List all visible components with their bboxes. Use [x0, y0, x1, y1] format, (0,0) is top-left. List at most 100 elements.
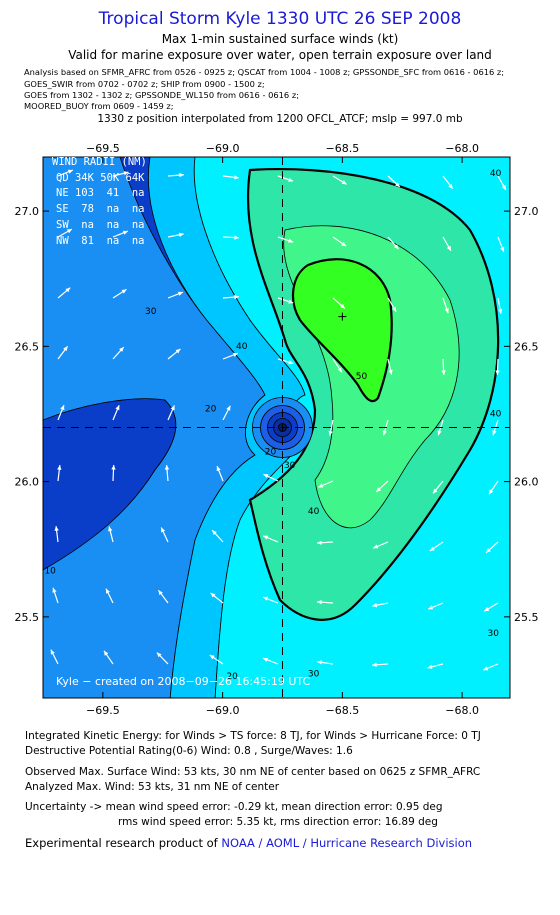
wind-vector-head — [428, 605, 434, 610]
wind-vector-head — [170, 405, 175, 411]
wind-vector-head — [50, 649, 55, 655]
wind-vector-head — [444, 308, 449, 314]
wind-vector-head — [501, 184, 506, 190]
wind-vector-head — [388, 369, 393, 375]
wind-vector-head — [500, 246, 505, 252]
wind-vector-head — [178, 232, 184, 237]
wind-vector-head — [376, 487, 382, 492]
contour-label: 50 — [356, 372, 368, 382]
wind-vector-head — [433, 488, 438, 494]
contour-label: 30 — [488, 629, 500, 639]
analysis-line: MOORED_BUOY from 0609 - 1459 z; — [24, 101, 174, 111]
analyzed-max-line: Analyzed Max. Wind: 53 kts, 31 nm NE of … — [25, 781, 280, 793]
wind-vector-head — [209, 655, 215, 660]
wind-vector-head — [486, 548, 491, 553]
wind-vector-head — [372, 662, 377, 667]
x-tick-label: −68.5 — [325, 142, 359, 155]
wind-vector-head — [382, 430, 387, 436]
chart-subtitle: Max 1-min sustained surface winds (kt) — [161, 32, 399, 46]
contour-label: 30 — [145, 307, 157, 317]
wind-vector-head — [372, 603, 378, 608]
wind-vectors — [50, 169, 507, 671]
wind-vector-head — [288, 299, 294, 304]
wind-vector-head — [66, 229, 72, 234]
wind-vector-head — [483, 666, 489, 671]
wind-vector-head — [317, 540, 322, 545]
wind-vector-head — [318, 483, 324, 488]
y-tick-label: 27.0 — [15, 205, 40, 218]
contour-label: 10 — [44, 567, 56, 577]
wind-vector-head — [52, 587, 57, 593]
wind-vector-head — [115, 405, 120, 411]
wind-vector-head — [234, 175, 239, 180]
wind-vector-head — [317, 600, 322, 605]
wind-vector-head — [394, 182, 400, 187]
wind-vector-head — [317, 660, 322, 665]
observed-max-line: Observed Max. Surface Wind: 53 kts, 30 n… — [25, 766, 481, 778]
wind-vector-head — [156, 652, 162, 658]
wind-vector-head — [437, 430, 442, 436]
wind-vector-head — [177, 291, 183, 296]
wind-vector-head — [341, 241, 347, 247]
wind-vector-head — [234, 235, 239, 240]
wind-radii-row: SE 78 na na — [56, 203, 145, 215]
contour-label: 40 — [490, 410, 502, 420]
wind-vector-head — [65, 287, 71, 293]
wind-radii-row: SW na na na — [56, 219, 145, 231]
product-prefix: Experimental research product of — [25, 836, 222, 850]
y-tick-label: 25.5 — [514, 611, 539, 624]
wind-vector-head — [54, 526, 59, 531]
chart-subtitle-exposure: Valid for marine exposure over water, op… — [68, 48, 492, 62]
analysis-line: Analysis based on SFMR_AFRC from 0526 - … — [24, 67, 505, 77]
wind-vector-head — [263, 474, 269, 479]
wind-vector-head — [63, 346, 68, 352]
wind-vector-head — [161, 527, 166, 533]
wind-vector-head — [492, 430, 497, 436]
wind-vector-head — [441, 370, 446, 375]
wind-radii-title: WIND RADII (NM) — [52, 156, 147, 168]
wind-vector-head — [263, 596, 269, 601]
wind-vector-head — [495, 370, 500, 375]
contour-label: 20 — [226, 672, 238, 682]
wind-vector-head — [158, 590, 163, 596]
position-note: 1330 z position interpolated from 1200 O… — [97, 113, 463, 125]
wind-vector-head — [484, 607, 490, 612]
x-tick-label: −68.0 — [445, 142, 479, 155]
max-wind-marker — [338, 312, 347, 321]
y-tick-label: 26.0 — [15, 476, 40, 489]
wind-vector-head — [122, 230, 128, 235]
contour-label: 20 — [265, 448, 277, 458]
wind-vector-head — [234, 294, 239, 300]
wind-vector-head — [429, 546, 435, 552]
wind-band-max — [292, 258, 393, 403]
contour-label: 30 — [308, 669, 320, 679]
analysis-line: GOES from 1302 - 1302 z; GPSSONDE_WL150 … — [24, 90, 299, 100]
x-tick-label: −68.0 — [445, 704, 479, 717]
wind-vector-head — [373, 544, 379, 549]
wind-vector-head — [108, 526, 113, 532]
wind-vector-head — [263, 657, 269, 662]
wind-vector-head — [175, 348, 181, 354]
wind-vector-head — [288, 177, 294, 182]
wind-vector-head — [212, 530, 217, 535]
y-tick-label: 26.0 — [514, 476, 539, 489]
contour-label: 40 — [490, 169, 502, 179]
wind-radii-table: WIND RADII (NM) QD 34K 50K 64K NE 103 41… — [52, 156, 147, 247]
x-tick-label: −69.0 — [206, 142, 240, 155]
contour-labels: 10 20 20 20 30 30 30 30 40 40 40 40 50 — [44, 169, 501, 682]
uncertainty-line: Uncertainty -> mean wind speed error: -0… — [25, 801, 443, 813]
wind-vector-head — [341, 180, 347, 185]
y-tick-label: 27.0 — [514, 205, 539, 218]
wind-vector-head — [123, 171, 129, 176]
x-tick-label: −69.5 — [86, 704, 120, 717]
y-tick-label: 26.5 — [15, 340, 40, 353]
wind-vector-head — [446, 245, 451, 251]
dpr-line: Destructive Potential Rating(0-6) Wind: … — [25, 745, 353, 757]
wind-vector-head — [60, 405, 65, 411]
x-tick-label: −69.0 — [206, 704, 240, 717]
wind-vector-head — [340, 303, 346, 309]
wind-vector-head — [392, 306, 397, 312]
product-org-link[interactable]: NOAA / AOML / Hurricane Research Divisio… — [221, 836, 473, 850]
contour-field: 10 20 20 20 30 30 30 30 40 40 40 40 50 — [43, 157, 510, 698]
